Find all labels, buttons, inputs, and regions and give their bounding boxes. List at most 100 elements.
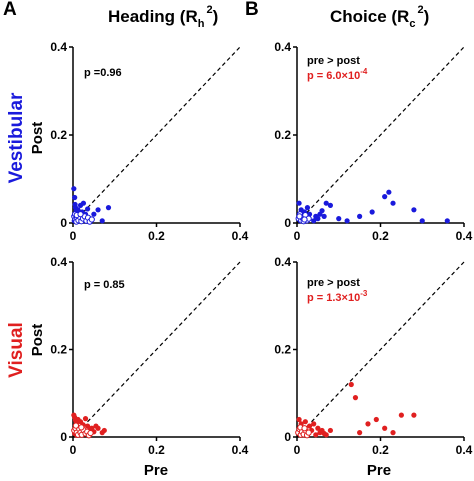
data-point-open xyxy=(77,211,84,218)
choice-title-sup: 2 xyxy=(417,4,423,16)
x-tick-label: 0.2 xyxy=(372,229,389,243)
p-value-vest-heading: p =0.96 xyxy=(84,67,122,79)
data-point-open xyxy=(88,216,95,223)
data-point-open xyxy=(301,425,308,432)
x-tick-label: 0.2 xyxy=(148,443,165,457)
data-point-filled xyxy=(85,206,91,212)
data-point-filled xyxy=(321,213,327,219)
column-title-choice: Choice (Rc2) xyxy=(330,4,429,30)
data-point-filled xyxy=(411,412,417,418)
data-point-open xyxy=(78,424,85,431)
data-point-filled xyxy=(336,216,342,222)
scatter-vestibular-choice: 0 0.2 0.4 0 0.2 0.4 xyxy=(274,40,472,243)
data-point-filled xyxy=(95,207,101,213)
column-title-heading: Heading (Rh2) xyxy=(108,4,218,30)
comparison-vis-choice: pre > post xyxy=(307,277,360,289)
x-axis-label-left: Pre xyxy=(144,462,168,479)
data-point-filled xyxy=(444,218,450,224)
p-value-vis-choice-base: p = 1.3×10 xyxy=(307,292,360,304)
x-tick-label: 0 xyxy=(70,443,77,457)
x-tick-label: 0 xyxy=(70,229,77,243)
row-label-visual: Visual xyxy=(6,322,27,378)
comparison-vest-choice: pre > post xyxy=(307,55,360,67)
x-tick-label: 0 xyxy=(294,443,301,457)
p-value-vis-choice: p = 1.3×10-3 xyxy=(307,289,368,304)
data-point-filled xyxy=(311,421,317,427)
data-point-filled xyxy=(71,186,77,192)
x-tick-label: 0.4 xyxy=(232,229,249,243)
choice-title-sub: c xyxy=(409,18,415,30)
heading-title-sup: 2 xyxy=(206,4,212,16)
data-point-filled xyxy=(419,218,425,224)
data-point-filled xyxy=(327,427,333,434)
row-label-vestibular: Vestibular xyxy=(6,92,27,183)
data-point-filled xyxy=(296,416,302,423)
scatter-visual-choice: 0 0.2 0.4 0 0.2 0.4 xyxy=(274,255,472,457)
data-point-open xyxy=(305,429,312,436)
p-value-vest-choice-base: p = 6.0×10 xyxy=(307,70,360,82)
data-point-filled xyxy=(344,218,350,224)
data-point-filled xyxy=(306,423,313,429)
data-point-filled xyxy=(352,395,359,401)
p-value-vis-choice-exp: -3 xyxy=(360,289,368,298)
data-point-filled xyxy=(327,202,333,208)
data-point-filled xyxy=(80,200,87,206)
data-point-filled xyxy=(85,423,91,429)
data-point-filled xyxy=(357,430,363,436)
data-point-filled xyxy=(99,218,105,224)
y-axis-label-bottom: Post xyxy=(29,324,46,357)
heading-title-close: ) xyxy=(213,7,219,26)
data-point-open xyxy=(296,213,303,220)
data-point-filled xyxy=(82,416,89,422)
y-tick-label: 0.2 xyxy=(274,343,291,357)
y-tick-label: 0.4 xyxy=(50,255,67,269)
scatter-vestibular-heading: 0 0.2 0.4 0 0.2 0.4 xyxy=(50,40,248,243)
x-tick-label: 0.2 xyxy=(372,443,389,457)
choice-title-close: ) xyxy=(424,7,430,26)
y-tick-label: 0.4 xyxy=(50,40,67,54)
data-point-filled xyxy=(373,416,379,423)
y-tick-label: 0.2 xyxy=(274,128,291,142)
data-point-filled xyxy=(323,432,329,438)
data-point-filled xyxy=(72,194,78,201)
data-point-open xyxy=(301,216,308,223)
data-point-filled xyxy=(357,213,363,219)
x-tick-label: 0.2 xyxy=(148,229,165,243)
data-point-filled xyxy=(382,194,388,200)
x-tick-label: 0.4 xyxy=(456,443,473,457)
data-point-filled xyxy=(348,381,354,388)
data-point-filled xyxy=(365,421,371,427)
heading-title-text: Heading (R xyxy=(108,7,198,26)
data-point-filled xyxy=(296,200,302,206)
y-tick-label: 0 xyxy=(284,216,291,230)
data-point-open xyxy=(87,429,94,437)
x-tick-label: 0 xyxy=(294,229,301,243)
heading-title-sub: h xyxy=(198,18,205,30)
data-point-filled xyxy=(95,425,101,431)
data-point-open xyxy=(72,422,80,429)
data-point-filled xyxy=(105,205,112,211)
data-point-filled xyxy=(91,211,97,217)
identity-line xyxy=(296,261,465,438)
x-tick-label: 0.4 xyxy=(232,443,249,457)
scatter-visual-heading: 0 0.2 0.4 0 0.2 0.4 xyxy=(50,255,248,457)
data-point-filled xyxy=(390,430,396,436)
data-point-filled xyxy=(315,425,321,431)
data-point-filled xyxy=(101,427,107,434)
x-axis-label-right: Pre xyxy=(367,462,391,479)
data-point-filled xyxy=(319,208,325,214)
data-point-filled xyxy=(386,189,392,195)
panel-letter-b: B xyxy=(245,0,259,20)
p-value-vis-heading: p = 0.85 xyxy=(84,279,125,291)
choice-title-text: Choice (R xyxy=(330,7,409,26)
y-tick-label: 0 xyxy=(60,216,67,230)
p-value-vest-choice-exp: -4 xyxy=(360,67,368,76)
y-tick-label: 0.4 xyxy=(274,255,291,269)
identity-line xyxy=(72,46,241,224)
y-axis-label-top: Post xyxy=(29,122,46,155)
y-tick-label: 0.4 xyxy=(274,40,291,54)
data-point-filled xyxy=(398,412,404,418)
data-point-filled xyxy=(304,205,311,211)
y-tick-label: 0 xyxy=(284,430,291,444)
